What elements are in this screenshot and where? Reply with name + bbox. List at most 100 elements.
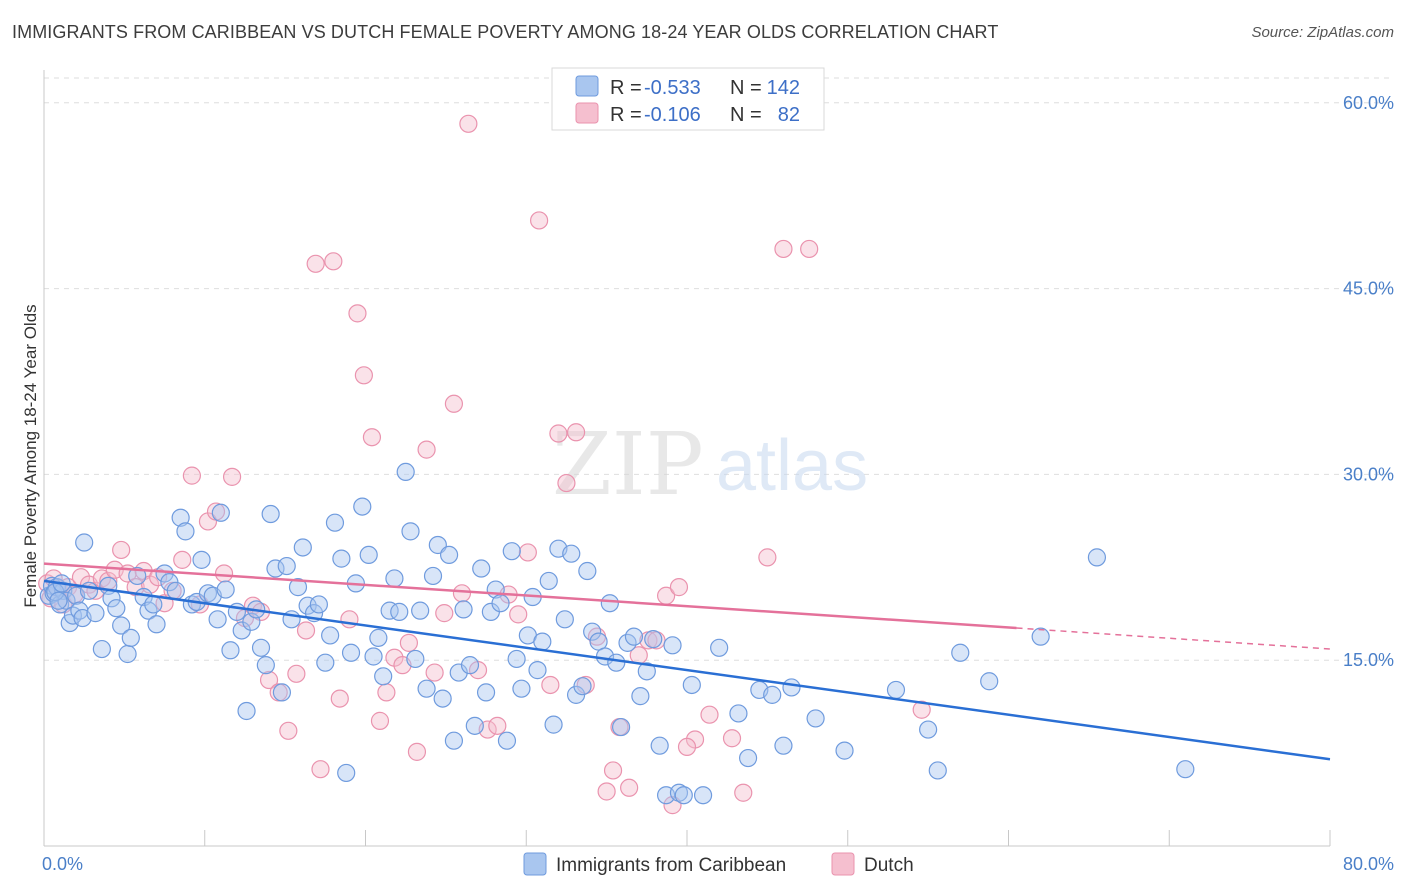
caribbean-point-12 [75,533,94,552]
legend-label-dutch: Dutch [864,855,914,876]
caribbean-point-104 [562,544,581,563]
caribbean-point-99 [533,632,552,651]
caribbean-point-133 [806,709,825,728]
caribbean-point-88 [476,683,496,702]
caribbean-point-35 [198,584,218,603]
y-axis-title: Female Poverty Among 18-24 Year Olds [21,304,40,607]
caribbean-point-124 [682,675,701,695]
caribbean-point-18 [107,599,126,618]
dutch-point-81 [722,729,742,748]
dutch-point-60 [509,605,528,624]
dutch-point-54 [452,584,472,603]
dutch-point-69 [597,782,616,801]
dutch-point-84 [800,239,819,259]
caribbean-point-101 [544,715,563,734]
dutch-point-26 [214,564,234,583]
watermark-zip: ZIP [552,415,704,515]
dutch-point-53 [444,394,464,413]
legend-r-value-1: -0.533 [644,77,701,99]
caribbean-point-25 [144,595,163,614]
caribbean-point-63 [341,643,361,662]
caribbean-point-67 [364,647,383,666]
caribbean-point-69 [374,667,393,686]
caribbean-point-139 [980,672,999,691]
caribbean-point-142 [1176,760,1195,779]
legend-n-value-2: 82 [778,104,800,126]
dutch-point-36 [306,254,325,273]
caribbean-point-123 [674,786,693,805]
caribbean-point-57 [309,595,328,614]
caribbean-point-60 [325,513,345,532]
caribbean-point-80 [433,689,452,708]
caribbean-point-93 [502,542,521,561]
caribbean-point-24 [139,601,158,620]
caribbean-point-84 [454,600,473,619]
trend-lines [43,562,1331,761]
dutch-point-41 [348,304,367,323]
dutch-point-44 [370,711,390,730]
dutch-point-45 [377,683,396,702]
caribbean-point-112 [607,653,626,672]
caribbean-point-132 [782,678,801,697]
caribbean-point-72 [390,602,409,621]
caribbean-point-59 [321,626,340,645]
caribbean-point-98 [528,661,547,680]
caribbean-point-118 [644,630,663,649]
caribbean-point-14 [86,604,105,623]
dutch-point-39 [330,689,349,708]
caribbean-point-108 [583,622,602,641]
legend-n-label-1: N = [730,77,762,99]
caribbean-point-107 [578,561,597,581]
caribbean-point-43 [237,701,256,721]
dutch-point-55 [459,114,478,133]
dutch-point-38 [324,252,343,271]
y-tick-label-1: 30.0% [1343,464,1394,484]
caribbean-point-61 [332,549,351,568]
caribbean-point-65 [353,497,372,516]
caribbean-point-106 [573,677,592,696]
dutch-point-87 [677,737,697,757]
dutch-point-13 [112,540,131,560]
caribbean-point-58 [316,653,335,672]
dutch-point-49 [407,742,427,761]
caribbean-point-82 [444,731,464,750]
legend-r-label-1: R = [610,77,642,99]
caribbean-point-119 [650,736,669,755]
x-axis-ticks [204,830,1331,846]
caribbean-point-22 [128,566,147,586]
caribbean-point-115 [624,627,644,646]
caribbean-point-140 [1031,627,1050,646]
x-tick-label-min: 0.0% [42,854,83,874]
caribbean-point-131 [774,736,793,755]
y-tick-labels: 15.0% 30.0% 45.0% 60.0% [1343,93,1394,670]
caribbean-point-62 [337,763,356,783]
caribbean-point-128 [738,748,758,768]
caribbean-point-66 [359,545,378,565]
caribbean-point-47 [256,656,275,675]
caribbean-point-46 [251,638,271,657]
caribbean-point-130 [763,685,782,704]
caribbean-point-75 [406,649,425,669]
caribbean-point-135 [886,680,906,700]
dutch-point-50 [417,440,436,459]
caribbean-point-137 [928,761,947,780]
caribbean-point-117 [637,662,656,681]
caribbean-point-37 [208,610,227,629]
caribbean-point-92 [497,731,517,750]
caribbean-point-111 [600,594,619,613]
caribbean-point-121 [663,636,682,655]
caribbean-point-31 [176,522,195,541]
caribbean-point-38 [211,503,230,522]
caribbean-point-74 [401,522,420,541]
legend-r-label-2: R = [610,104,642,126]
zipatlas-watermark: ZIP atlas [552,415,868,515]
caribbean-point-21 [121,628,140,647]
legend-swatch-caribbean-bottom [523,852,547,876]
caribbean-point-34 [192,550,211,569]
caribbean-point-50 [272,683,292,702]
dutch-point-42 [354,366,373,385]
dutch-point-34 [287,664,306,683]
caribbean-point-78 [423,566,443,586]
caribbean-point-71 [385,569,404,588]
caribbean-point-73 [396,462,415,482]
